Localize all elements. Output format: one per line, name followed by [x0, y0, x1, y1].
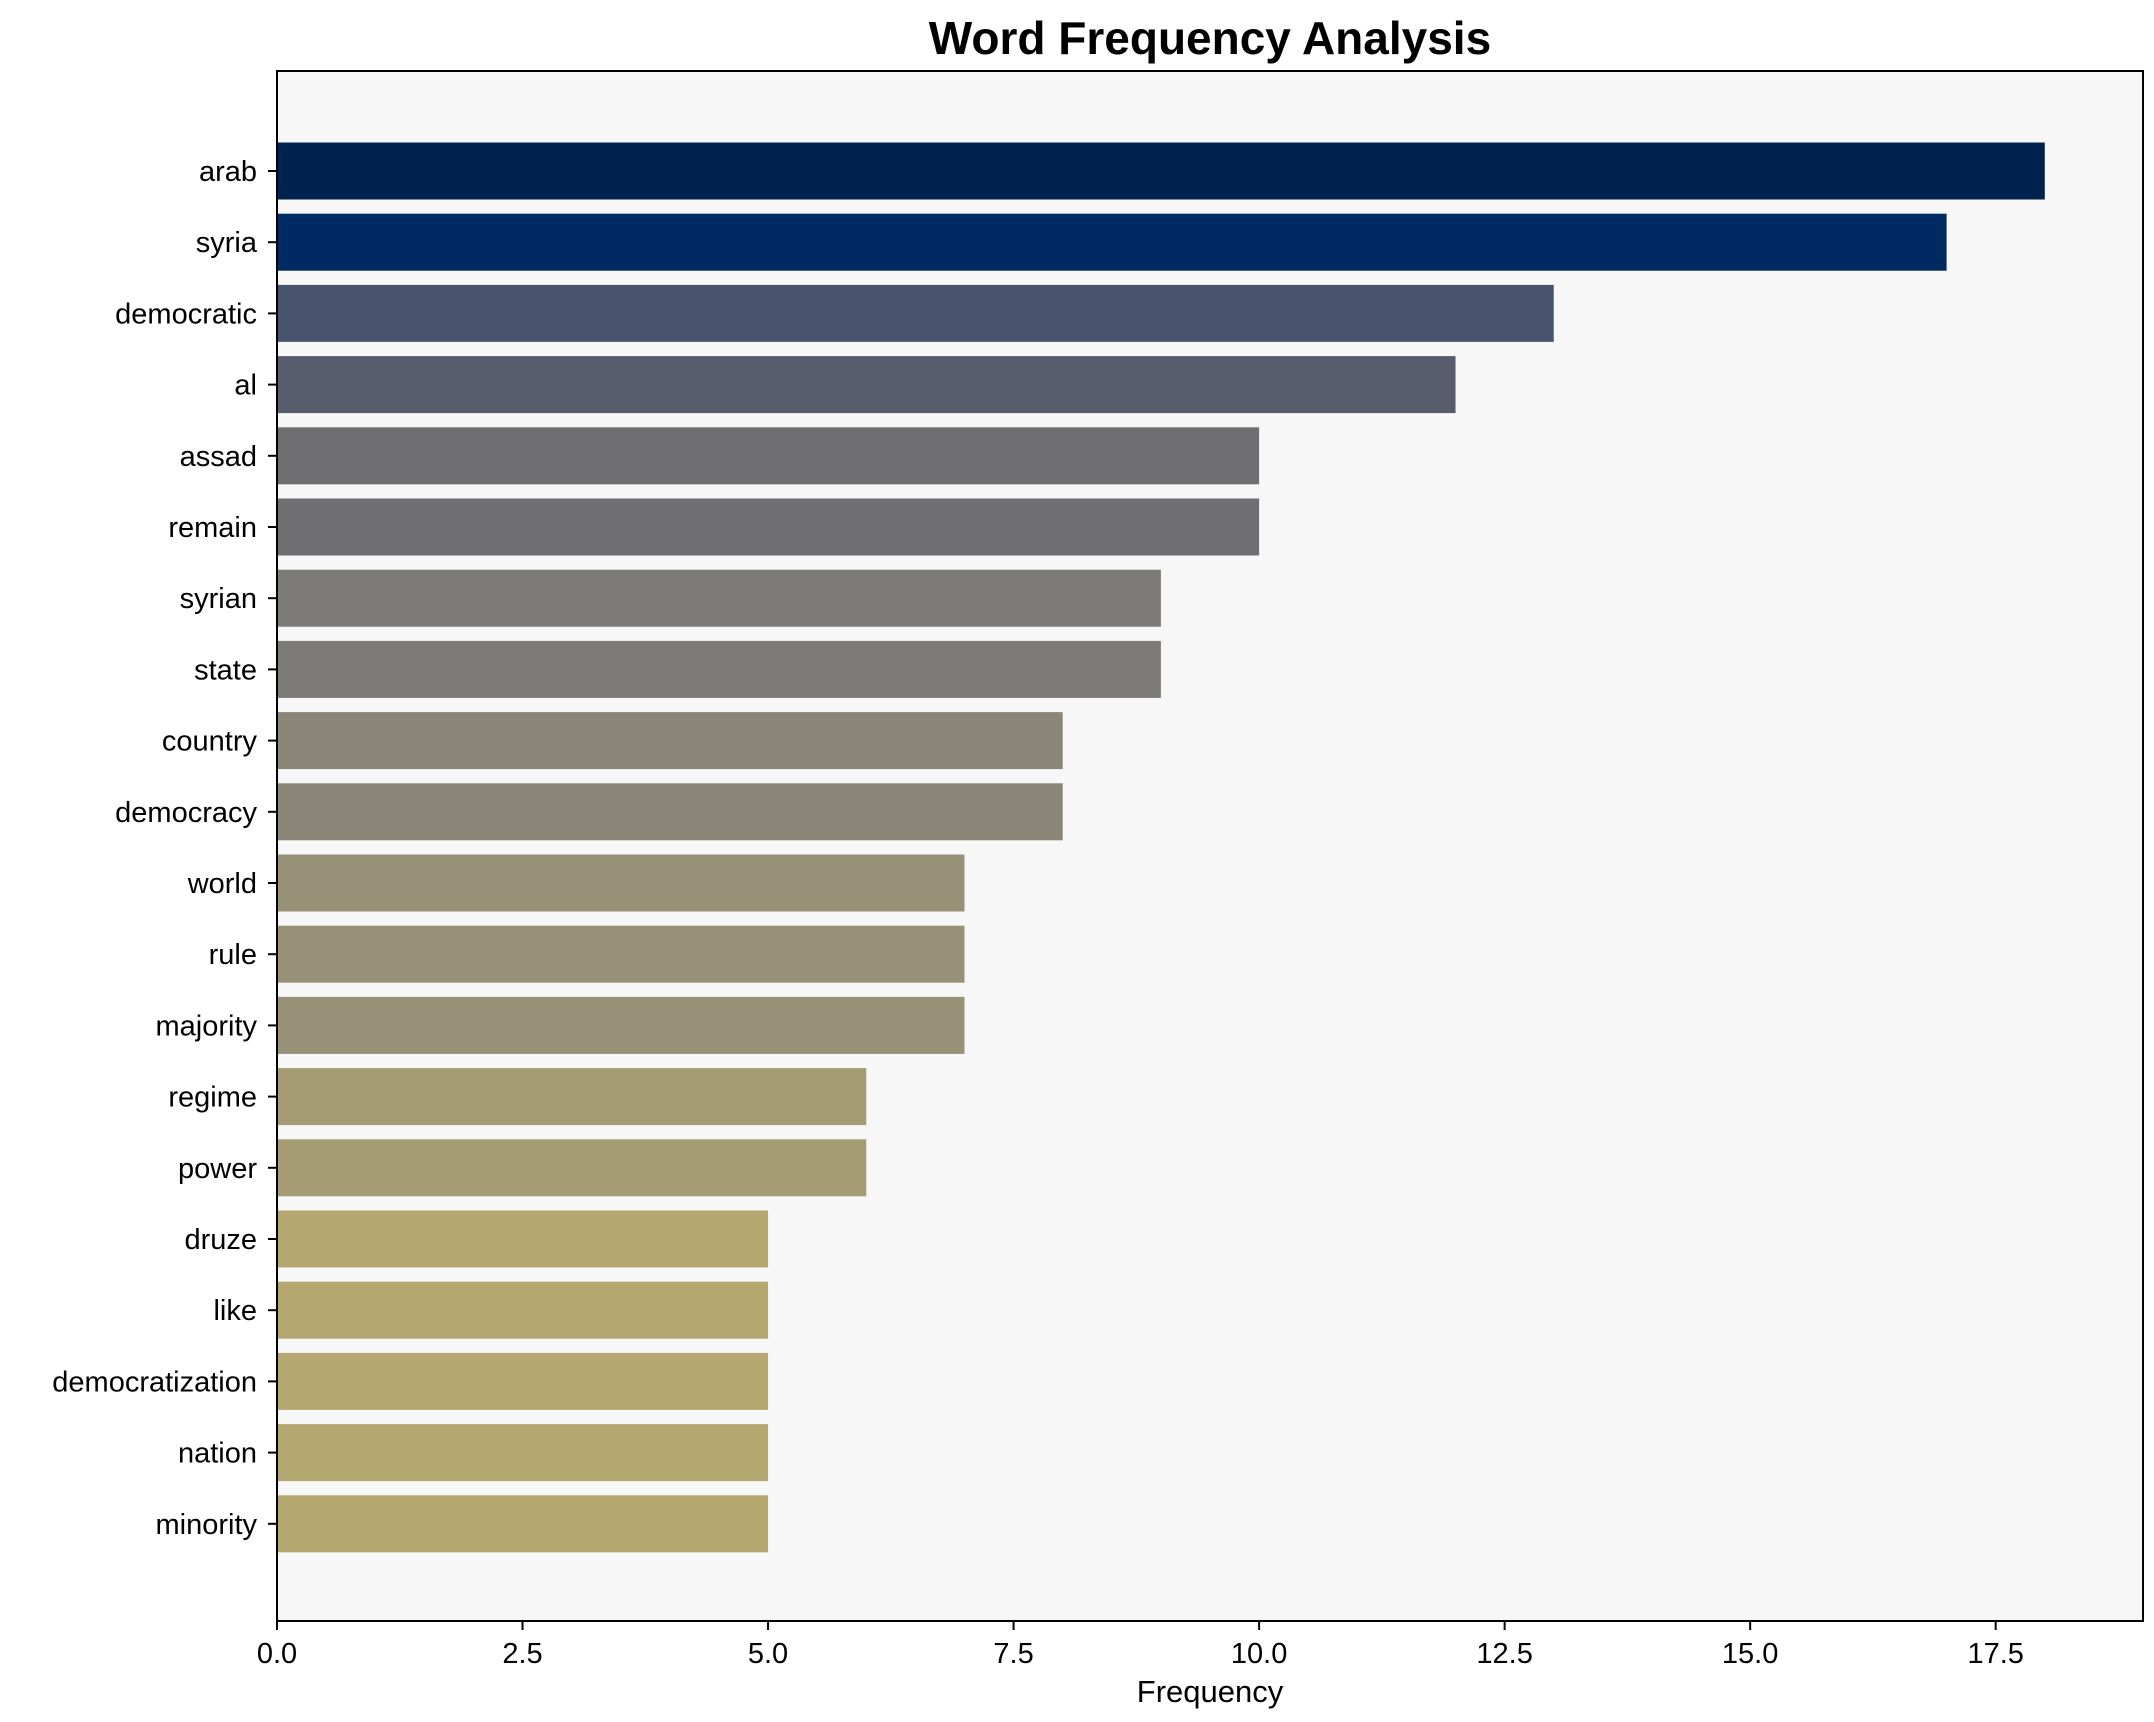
- bar-minority: [277, 1495, 769, 1553]
- y-tick-label: druze: [184, 1224, 257, 1256]
- bar-nation: [277, 1424, 769, 1482]
- y-tick-label: democracy: [115, 797, 257, 829]
- y-tick-label: state: [194, 654, 257, 686]
- bar-state: [277, 640, 1161, 698]
- x-axis-label: Frequency: [1137, 1674, 1284, 1709]
- bar-country: [277, 712, 1063, 770]
- x-tick-label: 2.5: [502, 1638, 542, 1670]
- x-tick-label: 7.5: [993, 1638, 1033, 1670]
- y-tick-label: al: [234, 370, 257, 402]
- y-tick-label: world: [187, 868, 257, 900]
- bar-druze: [277, 1210, 769, 1268]
- bar-world: [277, 854, 965, 912]
- bar-democratization: [277, 1352, 769, 1410]
- y-tick-label: minority: [155, 1509, 257, 1541]
- bar-democracy: [277, 783, 1063, 841]
- y-tick-label: rule: [209, 939, 257, 971]
- y-tick-label: assad: [180, 441, 257, 473]
- bar-like: [277, 1281, 769, 1339]
- y-tick-label: power: [178, 1153, 257, 1185]
- bar-syrian: [277, 569, 1161, 627]
- bar-regime: [277, 1068, 867, 1126]
- y-tick-label: arab: [199, 156, 257, 188]
- bar-arab: [277, 142, 2045, 200]
- plot-frame: [276, 70, 2144, 1622]
- x-tick-label: 5.0: [748, 1638, 788, 1670]
- y-tick-label: democratic: [115, 298, 257, 330]
- bar-remain: [277, 498, 1260, 556]
- y-tick-label: democratization: [52, 1366, 257, 1398]
- y-tick-label: like: [213, 1295, 257, 1327]
- bars-group: [277, 142, 2045, 1553]
- y-tick-label: syria: [196, 227, 258, 259]
- bar-majority: [277, 996, 965, 1054]
- bar-syria: [277, 213, 1947, 271]
- y-axis-ticks: arab syria democratic al assad remain syrian st…: [52, 156, 277, 1541]
- y-tick-label: majority: [155, 1010, 257, 1042]
- chart-title: Word Frequency Analysis: [929, 12, 1491, 64]
- bar-democratic: [277, 284, 1554, 342]
- y-tick-label: remain: [168, 512, 257, 544]
- x-axis-ticks: 0.0 2.5 5.0 7.5 10.0 12.5 15.0 17.5: [257, 1621, 2024, 1670]
- bar-rule: [277, 925, 965, 983]
- x-tick-label: 17.5: [1967, 1638, 2023, 1670]
- x-tick-label: 15.0: [1722, 1638, 1778, 1670]
- y-tick-label: nation: [178, 1438, 257, 1470]
- y-tick-label: syrian: [180, 583, 257, 615]
- bar-al: [277, 356, 1456, 414]
- x-tick-label: 0.0: [257, 1638, 297, 1670]
- x-tick-label: 10.0: [1231, 1638, 1287, 1670]
- bar-assad: [277, 427, 1260, 485]
- bar-power: [277, 1139, 867, 1197]
- y-tick-label: regime: [168, 1082, 257, 1114]
- x-tick-label: 12.5: [1476, 1638, 1532, 1670]
- y-tick-label: country: [162, 726, 258, 758]
